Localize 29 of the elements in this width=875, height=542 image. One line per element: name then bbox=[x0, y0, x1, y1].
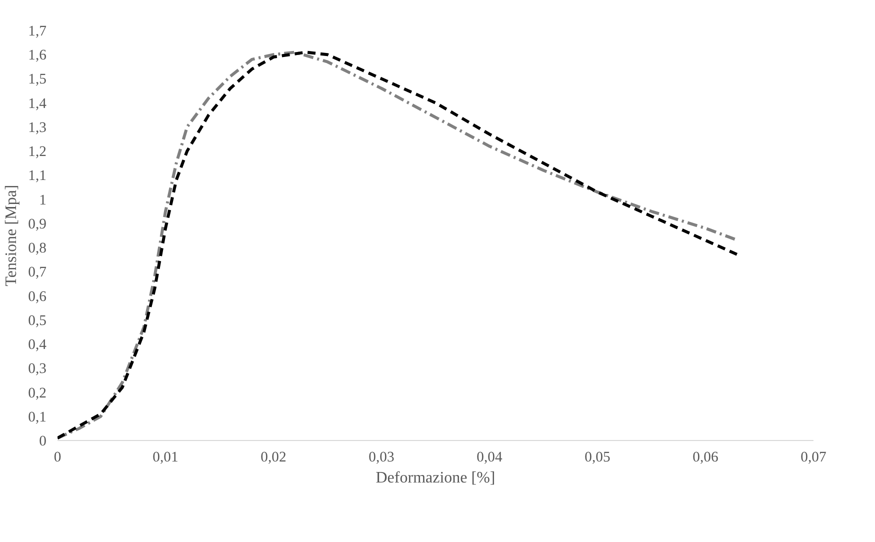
y-tick-label: 0,7 bbox=[28, 264, 47, 281]
x-tick-label: 0,01 bbox=[152, 450, 178, 466]
x-tick-label: 0,03 bbox=[368, 450, 394, 466]
y-tick-label: 1,1 bbox=[28, 168, 47, 184]
y-tick-label: 0,8 bbox=[28, 240, 47, 257]
y-tick-label: 1 bbox=[39, 192, 46, 208]
line-series bbox=[58, 50, 740, 440]
y-tick-label: 0,1 bbox=[28, 409, 47, 426]
y-axis-title: Tensione [Mpa] bbox=[3, 184, 20, 286]
y-tick-label: 1,4 bbox=[28, 96, 48, 112]
y-tick-label: 1,3 bbox=[28, 120, 47, 136]
y-tick-label: 1,5 bbox=[28, 72, 47, 88]
y-tick-label: 0,3 bbox=[28, 361, 47, 378]
x-axis-title: Deformazione [%] bbox=[376, 470, 496, 486]
y-tick-label: 1,7 bbox=[28, 24, 47, 40]
y-tick-label: 0,4 bbox=[28, 337, 48, 354]
x-tick-label: 0 bbox=[54, 450, 62, 466]
y-tick-label: 0,5 bbox=[28, 312, 47, 329]
y-tick-label: 0,9 bbox=[28, 216, 47, 232]
y-tick-label: 1,6 bbox=[28, 48, 47, 64]
y-tick-label: 0,6 bbox=[28, 288, 47, 305]
y-tick-label: 0,2 bbox=[28, 385, 47, 402]
y-tick-label: 0 bbox=[39, 434, 46, 450]
x-tick-label: 0,02 bbox=[260, 450, 286, 466]
x-tick-label: 0,04 bbox=[476, 450, 503, 466]
x-tick-label: 0,07 bbox=[800, 450, 826, 466]
x-tick-label: 0,05 bbox=[584, 450, 610, 466]
x-tick-label: 0,06 bbox=[692, 450, 718, 466]
y-tick-label: 1,2 bbox=[28, 144, 47, 160]
